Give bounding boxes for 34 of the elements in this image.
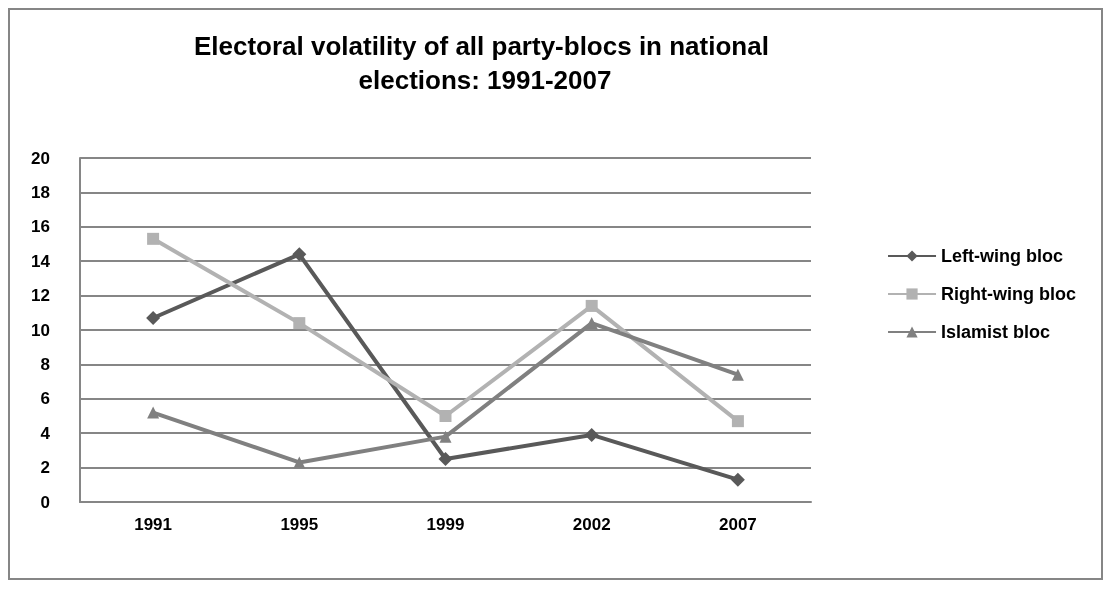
y-tick-label: 10 [31, 320, 50, 340]
y-tick-label: 20 [31, 148, 50, 168]
point [439, 410, 452, 422]
point [146, 310, 161, 325]
point [438, 452, 453, 466]
legend-label: Islamist bloc [941, 322, 1051, 342]
point [293, 317, 306, 330]
point [439, 430, 452, 443]
y-tick-label: 12 [31, 286, 50, 306]
point [147, 232, 160, 245]
point [731, 368, 744, 381]
x-tick-label: 1999 [426, 515, 465, 534]
point [731, 415, 744, 428]
x-tick-label: 1991 [134, 515, 173, 534]
point [293, 456, 306, 469]
x-tick-label: 1995 [280, 515, 319, 534]
y-tick-label: 6 [40, 389, 50, 409]
legend-label: Left-wing bloc [941, 246, 1064, 266]
x-tick-label: 2002 [572, 515, 611, 534]
y-tick-label: 16 [31, 217, 50, 237]
point [584, 427, 599, 442]
x-tick-label: 2007 [718, 515, 757, 534]
point [730, 472, 745, 487]
y-tick-label: 8 [40, 354, 50, 374]
point [585, 299, 598, 312]
y-tick-label: 14 [31, 251, 51, 271]
y-tick-label: 0 [40, 492, 50, 512]
point [147, 406, 160, 419]
chart-title: Electoral volatility of all party-blocs in national elections: 1991-2007 [193, 31, 777, 95]
point [292, 247, 307, 262]
legend-label: Right-wing bloc [941, 284, 1077, 304]
y-tick-label: 18 [31, 182, 50, 202]
y-tick-label: 2 [40, 458, 50, 478]
y-tick-label: 4 [40, 423, 51, 443]
